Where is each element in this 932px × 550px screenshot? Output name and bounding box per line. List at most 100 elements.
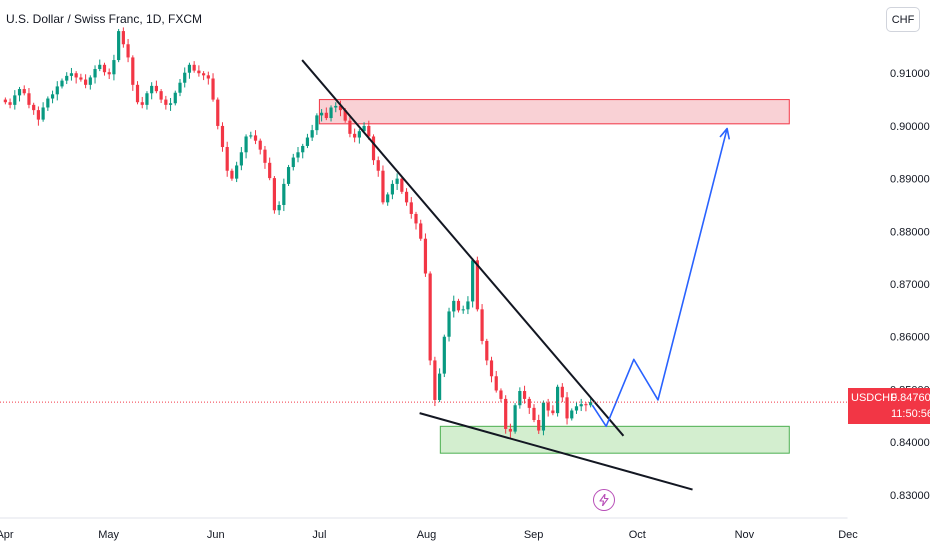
candle[interactable] — [334, 102, 338, 113]
candle[interactable] — [504, 395, 508, 434]
candle[interactable] — [178, 79, 182, 97]
candle[interactable] — [291, 153, 295, 171]
candle[interactable] — [27, 87, 31, 109]
candle[interactable] — [353, 128, 357, 143]
candle[interactable] — [211, 73, 215, 102]
candle[interactable] — [305, 133, 310, 149]
candle[interactable] — [131, 55, 135, 91]
candle[interactable] — [164, 95, 168, 110]
candle[interactable] — [419, 219, 423, 241]
candle[interactable] — [244, 134, 248, 159]
candle[interactable] — [36, 106, 40, 126]
candle[interactable] — [315, 113, 319, 135]
candle[interactable] — [541, 400, 546, 436]
candle[interactable] — [41, 102, 45, 122]
candle[interactable] — [117, 28, 121, 63]
flash-icon[interactable] — [593, 489, 615, 511]
candle[interactable] — [46, 96, 50, 111]
candle[interactable] — [395, 173, 399, 190]
candle[interactable] — [527, 396, 531, 414]
projection-path[interactable] — [591, 128, 728, 428]
candle[interactable] — [272, 176, 276, 214]
resistance-zone[interactable] — [318, 99, 790, 125]
candle[interactable] — [551, 405, 555, 416]
candle[interactable] — [570, 408, 574, 421]
candle[interactable] — [93, 65, 97, 84]
candle[interactable] — [381, 165, 385, 205]
candle[interactable] — [135, 81, 140, 105]
candle[interactable] — [522, 385, 527, 404]
candle[interactable] — [489, 356, 494, 383]
candle[interactable] — [480, 304, 484, 345]
candle[interactable] — [508, 423, 512, 438]
candle[interactable] — [357, 129, 361, 144]
candle[interactable] — [150, 82, 154, 100]
candle[interactable] — [277, 201, 281, 215]
candle[interactable] — [438, 368, 442, 403]
support-zone[interactable] — [439, 425, 790, 454]
candle[interactable] — [452, 295, 456, 318]
candle[interactable] — [282, 178, 286, 212]
candle[interactable] — [400, 176, 404, 194]
candle[interactable] — [263, 145, 267, 169]
candle[interactable] — [55, 81, 59, 101]
candle[interactable] — [84, 74, 88, 89]
candle[interactable] — [447, 307, 451, 342]
candle[interactable] — [423, 233, 428, 277]
candle[interactable] — [13, 90, 17, 110]
candle[interactable] — [404, 188, 409, 206]
candle[interactable] — [532, 404, 536, 423]
candle[interactable] — [301, 143, 305, 159]
candle[interactable] — [485, 338, 489, 366]
candle[interactable] — [32, 102, 36, 115]
candle[interactable] — [376, 156, 380, 177]
candle[interactable] — [584, 402, 588, 412]
candle[interactable] — [414, 211, 418, 230]
candle[interactable] — [296, 147, 300, 163]
candle[interactable] — [8, 98, 12, 109]
candle[interactable] — [466, 296, 470, 315]
candle[interactable] — [286, 164, 291, 187]
candle[interactable] — [518, 387, 522, 409]
candle[interactable] — [560, 383, 564, 403]
candle[interactable] — [65, 72, 69, 85]
candle[interactable] — [154, 80, 158, 94]
candle[interactable] — [88, 75, 92, 90]
trendline-1[interactable] — [301, 59, 625, 437]
candle[interactable] — [371, 134, 376, 165]
candle[interactable] — [206, 71, 210, 85]
candle[interactable] — [433, 356, 437, 407]
candle[interactable] — [409, 197, 413, 219]
candle[interactable] — [50, 90, 55, 104]
candle[interactable] — [556, 384, 560, 417]
candle[interactable] — [173, 90, 177, 106]
candle[interactable] — [258, 138, 262, 155]
candle[interactable] — [574, 402, 579, 414]
candle[interactable] — [112, 54, 116, 81]
candle[interactable] — [183, 67, 187, 88]
candle[interactable] — [145, 91, 149, 110]
candle[interactable] — [310, 124, 314, 141]
candle[interactable] — [126, 38, 130, 63]
candle[interactable] — [235, 161, 239, 183]
candle[interactable] — [79, 73, 83, 82]
candle[interactable] — [107, 68, 111, 80]
candle[interactable] — [168, 98, 173, 111]
candle[interactable] — [140, 96, 144, 109]
candle[interactable] — [456, 298, 461, 313]
candle[interactable] — [225, 141, 229, 177]
candle[interactable] — [17, 86, 22, 102]
candle[interactable] — [192, 61, 196, 73]
candle[interactable] — [220, 122, 225, 152]
candle[interactable] — [390, 180, 394, 200]
candle[interactable] — [22, 85, 26, 96]
candle[interactable] — [159, 89, 163, 104]
candle[interactable] — [461, 305, 465, 314]
candle[interactable] — [537, 414, 541, 434]
candle[interactable] — [442, 334, 446, 378]
candle[interactable] — [98, 59, 102, 72]
candle[interactable] — [102, 62, 107, 76]
candle[interactable] — [499, 388, 503, 403]
candle[interactable] — [565, 392, 569, 425]
candle[interactable] — [202, 71, 206, 81]
